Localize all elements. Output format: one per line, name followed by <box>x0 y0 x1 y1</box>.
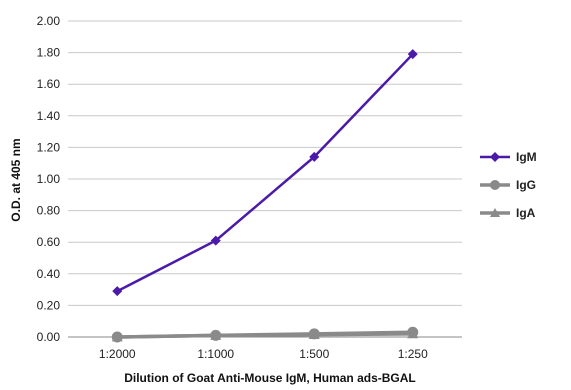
legend-item-igm: IgM <box>480 150 537 164</box>
x-tick-label: 1:1000 <box>197 347 234 361</box>
x-axis-label: Dilution of Goat Anti-Mouse IgM, Human a… <box>124 371 416 385</box>
y-tick-label: 1.60 <box>37 77 61 91</box>
legend-label: IgA <box>516 206 536 220</box>
data-point <box>407 326 419 338</box>
y-tick-label: 1.40 <box>37 109 61 123</box>
x-tick-label: 1:2000 <box>99 347 136 361</box>
y-tick-label: 1.20 <box>37 140 61 154</box>
legend-label: IgM <box>516 150 537 164</box>
y-tick-label: 0.20 <box>37 298 61 312</box>
x-tick-label: 1:250 <box>398 347 428 361</box>
data-point <box>308 328 320 340</box>
y-tick-label: 0.60 <box>37 235 61 249</box>
data-point <box>210 235 221 246</box>
legend-item-iga: IgA <box>480 206 536 220</box>
data-point <box>111 331 123 343</box>
data-point <box>112 286 123 297</box>
y-tick-label: 0.80 <box>37 204 61 218</box>
data-point <box>210 329 222 341</box>
legend-marker <box>490 152 500 162</box>
data-point <box>309 151 320 162</box>
series-group <box>111 49 419 343</box>
legend-marker <box>490 208 500 217</box>
series-line <box>116 53 414 293</box>
y-tick-label: 0.40 <box>37 267 61 281</box>
y-tick-label: 0.00 <box>37 330 61 344</box>
x-tick-label: 1:500 <box>299 347 329 361</box>
y-axis-label: O.D. at 405 nm <box>9 138 23 221</box>
series-igg <box>111 326 419 343</box>
gridlines <box>68 20 462 306</box>
legend-item-igg: IgG <box>480 178 536 192</box>
series-igm <box>112 49 418 297</box>
y-axis-ticks: 0.00 0.20 0.40 0.60 0.80 1.00 1.20 1.40 1.60 1.80… <box>37 14 61 344</box>
legend-marker <box>490 180 500 190</box>
series-line <box>117 330 413 339</box>
x-axis-ticks: 1:2000 1:1000 1:500 1:250 <box>99 347 428 361</box>
legend-label: IgG <box>516 178 536 192</box>
legend: IgM IgG IgA <box>480 150 537 220</box>
y-tick-label: 1.00 <box>37 172 61 186</box>
y-tick-label: 1.80 <box>37 46 61 60</box>
y-tick-label: 2.00 <box>37 14 61 28</box>
data-point <box>407 49 418 60</box>
